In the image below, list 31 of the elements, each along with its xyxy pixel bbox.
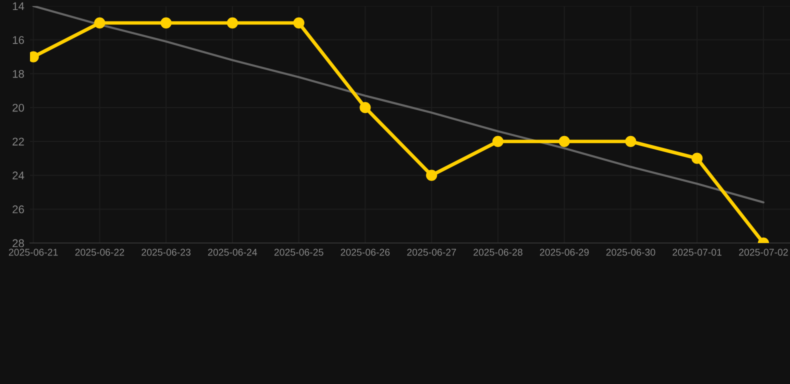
y-tick-label: 16 bbox=[12, 36, 24, 44]
x-tick-label: 2025-06-25 bbox=[274, 248, 324, 256]
x-tick-label: 2025-07-02 bbox=[739, 248, 788, 256]
x-tick-label: 2025-06-30 bbox=[606, 248, 656, 256]
x-tick-label: 2025-07-01 bbox=[672, 248, 722, 256]
x-tick-label: 2025-06-21 bbox=[8, 248, 58, 256]
point bbox=[360, 102, 371, 114]
x-tick-label: 2025-06-27 bbox=[407, 248, 456, 256]
y-tick-label: 14 bbox=[12, 2, 24, 10]
line-series bbox=[32, 6, 764, 204]
point bbox=[226, 17, 238, 28]
point bbox=[558, 136, 570, 147]
y-tick-label: 26 bbox=[12, 205, 24, 214]
y-tick-label: 18 bbox=[12, 70, 24, 78]
point bbox=[426, 170, 438, 181]
point bbox=[293, 17, 304, 28]
point bbox=[160, 17, 172, 28]
x-tick-label: 2025-06-28 bbox=[474, 248, 522, 256]
x-tick-label: 2025-06-26 bbox=[340, 248, 390, 256]
x-tick-label: 2025-06-22 bbox=[75, 248, 124, 256]
y-tick-label: 24 bbox=[12, 172, 24, 180]
x-tick-label: 2025-06-24 bbox=[208, 248, 258, 256]
y-tick-label: 20 bbox=[12, 104, 24, 112]
point bbox=[625, 136, 636, 147]
y-tick-label: 22 bbox=[12, 138, 24, 146]
x-tick-label: 2025-06-29 bbox=[540, 248, 589, 256]
y-tick-label: 28 bbox=[12, 239, 24, 248]
point bbox=[94, 17, 106, 28]
point bbox=[492, 136, 504, 147]
point bbox=[692, 152, 703, 164]
x-tick-label: 2025-06-23 bbox=[142, 248, 191, 256]
